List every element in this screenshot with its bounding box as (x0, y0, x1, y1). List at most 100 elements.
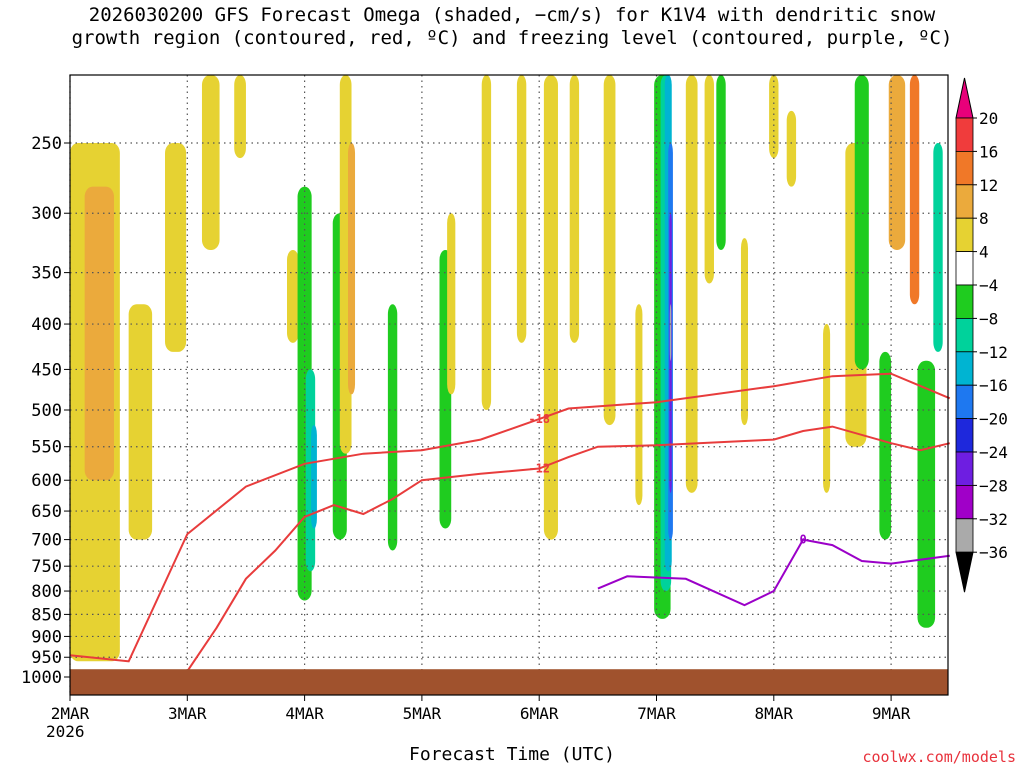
omega-cell (854, 75, 869, 370)
colorbar-label: −12 (979, 343, 1008, 362)
colorbar-label: −28 (979, 476, 1008, 495)
x-tick-label: 6MAR (520, 704, 559, 723)
x-axis: 2MAR 3MAR 4MAR 5MAR 6MAR 7MAR 8MAR 9MAR (51, 695, 911, 723)
contour-label: -12 (528, 461, 550, 475)
colorbar-top-arrow (955, 77, 974, 119)
omega-cell (704, 75, 714, 284)
contours: -12 -18 0 (69, 372, 951, 678)
omega-cell (481, 75, 492, 410)
omega-cell (716, 75, 726, 250)
y-axis: 2503003504004505005506006507007508008509… (21, 134, 70, 688)
colorbar-swatch (955, 418, 974, 453)
y-tick-label: 450 (31, 360, 62, 380)
colorbar-label: −32 (979, 510, 1008, 529)
colorbar-swatch (955, 184, 974, 219)
omega-cell (669, 304, 672, 361)
y-tick-label: 550 (31, 438, 62, 458)
contour-label: 0 (800, 533, 807, 547)
colorbar-label: 20 (979, 109, 998, 128)
colorbar-label: 8 (979, 209, 989, 228)
x-tick-label: 2MAR (51, 704, 90, 723)
omega-cell (933, 143, 943, 352)
x-tick-label: 8MAR (755, 704, 794, 723)
colorbar-swatch (955, 317, 974, 353)
colorbar-label: 12 (979, 176, 998, 195)
colorbar-swatch (955, 217, 974, 252)
colorbar-label: −8 (979, 309, 998, 328)
omega-cell (128, 304, 153, 540)
omega-cell (234, 75, 246, 159)
x-axis-label: Forecast Time (UTC) (409, 744, 615, 765)
contour-line (597, 538, 950, 607)
omega-cell (879, 351, 892, 540)
y-tick-label: 650 (31, 502, 62, 522)
colorbar-swatch (955, 518, 974, 553)
y-tick-label: 1000 (21, 668, 62, 688)
y-tick-label: 250 (31, 134, 62, 154)
omega-cell (823, 324, 831, 493)
colorbar-swatch (955, 117, 974, 152)
colorbar: 20 16 12 8 4 −4 −8 −12 −16 −20 −24 −28 −32 −36 (955, 77, 1008, 593)
year-label: 2026 (46, 722, 85, 741)
chart-title: 2026030200 GFS Forecast Omega (shaded, −… (0, 4, 1024, 50)
x-tick-label: 7MAR (637, 704, 676, 723)
credit-link[interactable]: coolwx.com/models (862, 748, 1016, 766)
omega-cell (84, 186, 114, 481)
colorbar-label: 4 (979, 243, 989, 262)
colorbar-label: −16 (979, 376, 1008, 395)
omega-cell (603, 75, 616, 426)
omega-cell (888, 75, 906, 250)
omega-cell (635, 304, 643, 506)
contour-label: -18 (528, 412, 550, 426)
colorbar-label: −24 (979, 443, 1008, 462)
plot-area: -12 -18 0 (69, 74, 951, 696)
colorbar-swatch (955, 150, 974, 186)
omega-cell (909, 75, 920, 305)
colorbar-label: −4 (979, 276, 998, 295)
y-tick-label: 700 (31, 531, 62, 551)
title-line-2: growth region (contoured, red, ºC) and f… (71, 27, 953, 49)
y-tick-label: 850 (31, 605, 62, 625)
omega-cell (786, 110, 797, 187)
x-tick-label: 4MAR (285, 704, 324, 723)
colorbar-label: 16 (979, 142, 998, 161)
x-tick-label: 9MAR (872, 704, 911, 723)
colorbar-swatch (955, 351, 974, 386)
y-tick-label: 300 (31, 204, 62, 224)
omega-cell (769, 75, 779, 159)
omega-cell (516, 75, 527, 343)
omega-cell (569, 75, 580, 343)
omega-cell (447, 213, 456, 395)
colorbar-swatch (955, 484, 974, 520)
omega-cell (387, 304, 398, 551)
y-tick-label: 350 (31, 264, 62, 284)
contour-line (69, 372, 951, 663)
omega-cell (685, 75, 698, 493)
y-tick-label: 800 (31, 582, 62, 602)
omega-cell (311, 425, 317, 529)
y-tick-label: 900 (31, 627, 62, 647)
colorbar-label: −36 (979, 543, 1008, 562)
contour-line (162, 425, 951, 678)
colorbar-swatch (955, 284, 974, 319)
omega-cell (201, 75, 220, 250)
omega-cell (287, 249, 299, 343)
omega-cell (917, 360, 936, 628)
colorbar-label: −20 (979, 410, 1008, 429)
omega-shading (70, 75, 943, 662)
title-line-1: 2026030200 GFS Forecast Omega (shaded, −… (88, 4, 936, 26)
y-tick-label: 600 (31, 471, 62, 491)
terrain (70, 669, 948, 695)
terrain-fill (70, 669, 948, 695)
omega-cell (543, 75, 558, 540)
y-tick-label: 500 (31, 401, 62, 421)
plot-frame (69, 74, 949, 696)
y-tick-label: 400 (31, 315, 62, 335)
x-tick-label: 3MAR (168, 704, 207, 723)
colorbar-swatch (955, 451, 974, 486)
plot-background (70, 75, 948, 695)
omega-cell (165, 143, 187, 352)
omega-cell (740, 238, 748, 426)
colorbar-swatch (955, 251, 974, 286)
